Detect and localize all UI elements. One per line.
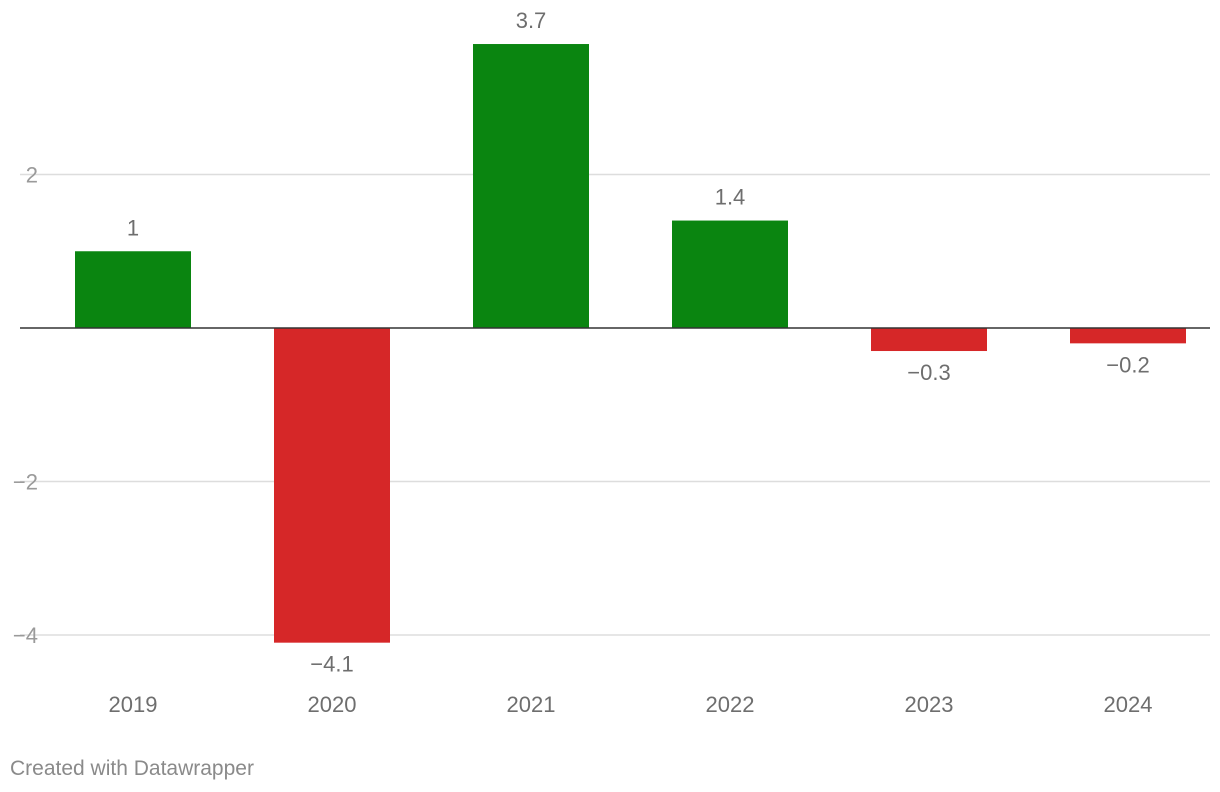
x-axis-ticks: 2019 2020 2021 2022 2023 2024	[109, 692, 1153, 717]
bar-2020	[274, 328, 390, 643]
value-label-2020: −4.1	[310, 652, 353, 677]
y-axis-ticks: 2 −2 −4	[13, 163, 38, 649]
y-tick-label: −2	[13, 470, 38, 495]
bars	[75, 44, 1186, 643]
gridlines	[20, 173, 1210, 636]
x-tick-label-2020: 2020	[308, 692, 357, 717]
bar-2022	[672, 220, 788, 328]
x-tick-label-2019: 2019	[109, 692, 158, 717]
value-label-2023: −0.3	[907, 360, 950, 385]
bar-2024	[1070, 328, 1186, 344]
bar-2019	[75, 251, 191, 328]
x-tick-label-2022: 2022	[706, 692, 755, 717]
value-label-2022: 1.4	[715, 185, 746, 210]
y-tick-label: −4	[13, 623, 38, 648]
x-tick-label-2023: 2023	[905, 692, 954, 717]
x-tick-label-2021: 2021	[507, 692, 556, 717]
value-label-2021: 3.7	[516, 8, 547, 33]
bar-2021	[473, 44, 589, 329]
value-label-2019: 1	[127, 215, 139, 240]
value-label-2024: −0.2	[1106, 352, 1149, 377]
credit-footer: Created with Datawrapper	[10, 757, 254, 780]
value-labels: 1 −4.1 3.7 1.4 −0.3 −0.2	[127, 8, 1150, 677]
y-tick-label: 2	[26, 163, 38, 188]
x-tick-label-2024: 2024	[1104, 692, 1153, 717]
bar-2023	[871, 328, 987, 352]
